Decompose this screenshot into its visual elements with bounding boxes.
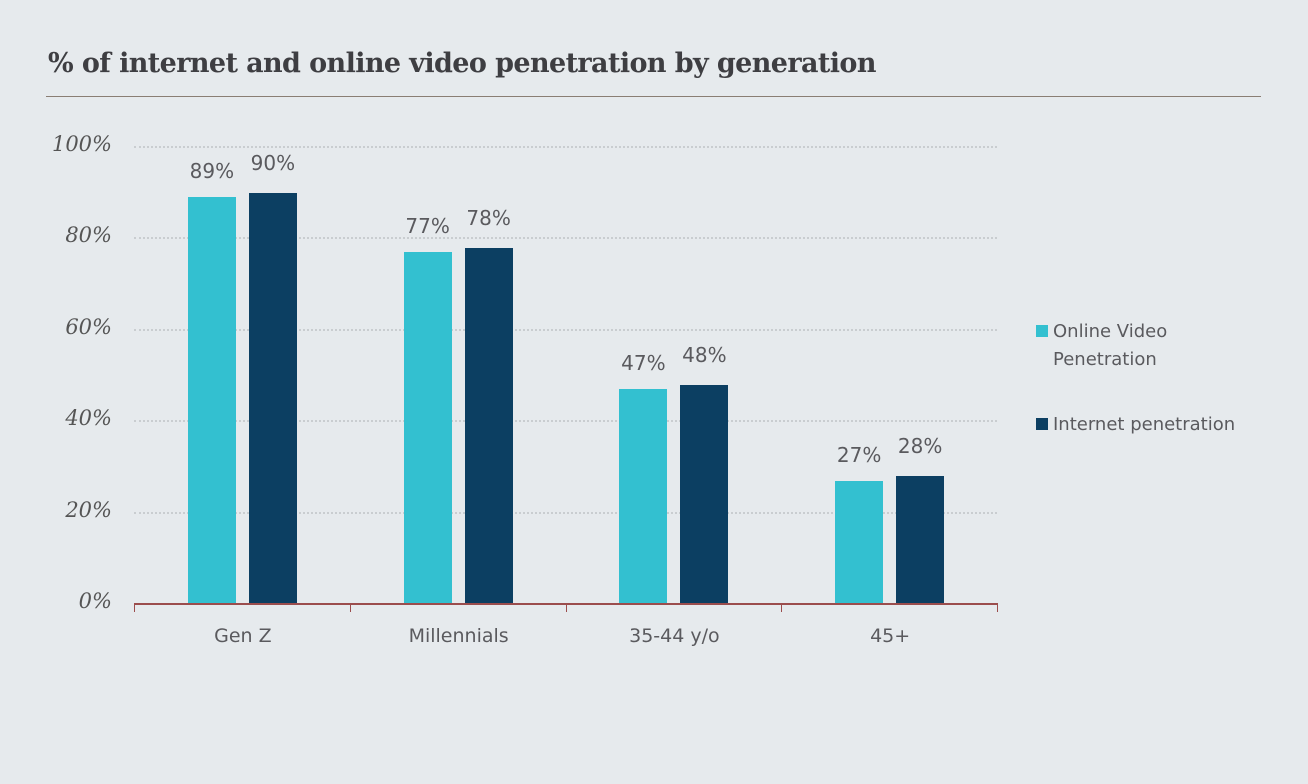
y-tick-label: 60% xyxy=(65,314,112,339)
data-label: 89% xyxy=(189,159,235,184)
gridline xyxy=(134,511,997,514)
x-tick-mark xyxy=(134,603,135,612)
legend-label: Internet penetration xyxy=(1053,414,1236,435)
data-label: 47% xyxy=(621,351,666,376)
x-tick-mark xyxy=(781,603,782,612)
legend-item-online-video: Online Video Penetration xyxy=(1036,318,1167,374)
title-divider xyxy=(46,96,1261,97)
data-label: 28% xyxy=(897,434,943,459)
x-axis-line xyxy=(134,603,997,605)
bar-online-video xyxy=(619,389,668,604)
x-tick-mark xyxy=(997,603,998,612)
legend-swatch-internet xyxy=(1036,418,1048,430)
y-tick-label: 20% xyxy=(65,497,112,522)
plot-area xyxy=(134,146,997,604)
data-label: 77% xyxy=(405,214,450,239)
bar-online-video xyxy=(835,480,884,604)
y-tick-label: 0% xyxy=(78,589,112,613)
data-label: 90% xyxy=(250,150,296,175)
x-tick-label: Millennials xyxy=(408,625,509,647)
gridline xyxy=(134,237,997,240)
chart-title: % of internet and online video penetrati… xyxy=(48,48,876,79)
x-tick-label: Gen Z xyxy=(214,625,272,647)
bar-online-video xyxy=(403,252,452,604)
data-label: 27% xyxy=(836,442,882,467)
legend-swatch-online-video xyxy=(1036,325,1048,337)
gridline xyxy=(134,146,997,148)
legend-label: Online Video Penetration xyxy=(1053,321,1168,370)
bar-online-video xyxy=(187,197,236,604)
x-tick-mark xyxy=(350,603,351,612)
bar-internet xyxy=(464,247,513,604)
bar-internet xyxy=(896,476,945,604)
y-tick-label: 100% xyxy=(51,132,112,156)
y-tick-label: 40% xyxy=(65,406,112,431)
bar-internet xyxy=(248,192,297,604)
x-tick-mark xyxy=(566,603,567,612)
data-label: 78% xyxy=(466,205,511,230)
y-tick-label: 80% xyxy=(65,223,112,248)
legend-item-internet: Internet penetration xyxy=(1036,411,1235,439)
gridline xyxy=(134,328,997,331)
x-tick-label: 45+ xyxy=(870,625,911,647)
x-tick-label: 35-44 y/o xyxy=(629,625,720,647)
data-label: 48% xyxy=(682,342,727,367)
gridline xyxy=(134,420,997,423)
bar-internet xyxy=(680,384,729,604)
